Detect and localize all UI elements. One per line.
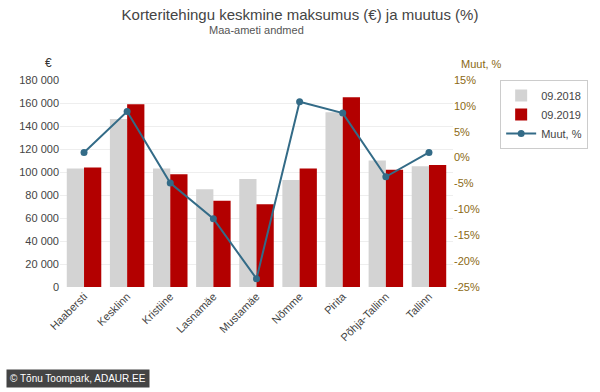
svg-text:Põhja-Tallinn: Põhja-Tallinn [338, 290, 391, 343]
svg-text:10%: 10% [454, 100, 476, 112]
svg-text:160 000: 160 000 [19, 97, 59, 109]
svg-text:Muut, %: Muut, % [541, 128, 582, 140]
svg-text:180 000: 180 000 [19, 74, 59, 86]
svg-text:Tallinn: Tallinn [404, 290, 435, 321]
svg-text:60 000: 60 000 [25, 212, 59, 224]
svg-text:Muut, %: Muut, % [461, 58, 502, 70]
svg-text:0%: 0% [454, 151, 470, 163]
svg-text:40 000: 40 000 [25, 235, 59, 247]
svg-text:20 000: 20 000 [25, 258, 59, 270]
svg-text:€: € [45, 56, 52, 70]
svg-text:Nõmme: Nõmme [269, 290, 305, 326]
svg-text:-25%: -25% [454, 281, 480, 293]
svg-text:-15%: -15% [454, 229, 480, 241]
svg-text:-10%: -10% [454, 203, 480, 215]
svg-text:Kesklinn: Kesklinn [95, 290, 133, 328]
svg-text:Haabersti: Haabersti [48, 290, 90, 332]
svg-text:140 000: 140 000 [19, 120, 59, 132]
svg-text:80 000: 80 000 [25, 189, 59, 201]
svg-text:15%: 15% [454, 74, 476, 86]
svg-text:09.2018: 09.2018 [541, 90, 581, 102]
svg-text:-20%: -20% [454, 255, 480, 267]
svg-text:09.2019: 09.2019 [541, 109, 581, 121]
svg-text:Korteritehingu keskmine maksum: Korteritehingu keskmine maksumus (€) ja … [122, 6, 479, 23]
svg-text:Pirita: Pirita [322, 290, 349, 317]
svg-text:Maa-ameti andmed: Maa-ameti andmed [209, 24, 304, 36]
svg-text:-5%: -5% [454, 177, 474, 189]
svg-text:Kristiine: Kristiine [139, 290, 175, 326]
svg-text:Mustamäe: Mustamäe [217, 290, 262, 335]
svg-text:100 000: 100 000 [19, 166, 59, 178]
svg-text:Lasnamäe: Lasnamäe [174, 290, 219, 335]
svg-text:5%: 5% [454, 126, 470, 138]
svg-text:0: 0 [53, 281, 59, 293]
svg-text:120 000: 120 000 [19, 143, 59, 155]
svg-text:© Tõnu Toompark, ADAUR.EE: © Tõnu Toompark, ADAUR.EE [10, 373, 146, 384]
